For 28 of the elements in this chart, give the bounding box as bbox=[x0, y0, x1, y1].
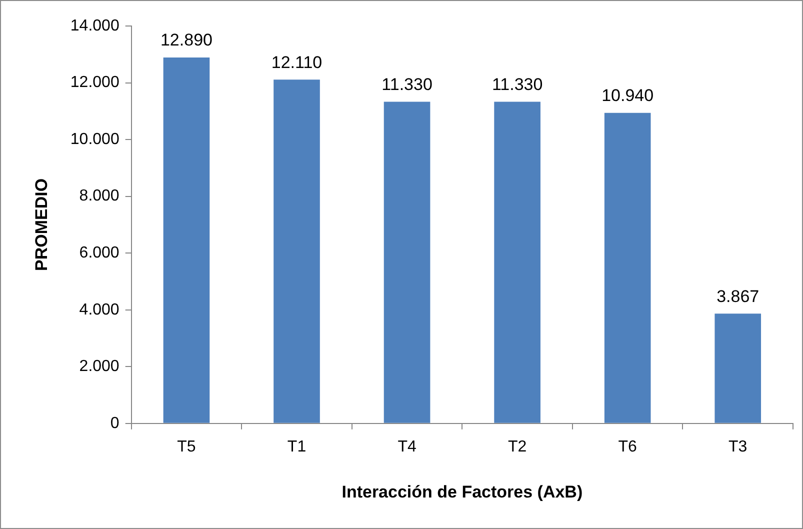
bar bbox=[494, 102, 540, 423]
data-label: 12.110 bbox=[271, 52, 322, 72]
bar bbox=[163, 58, 210, 423]
bar bbox=[714, 314, 762, 423]
x-tick-label: T2 bbox=[508, 438, 527, 456]
x-tick-label: T1 bbox=[287, 438, 306, 456]
x-tick-label: T4 bbox=[398, 438, 416, 456]
bar bbox=[604, 112, 651, 423]
y-tick-label: 8.000 bbox=[79, 188, 120, 205]
y-axis-title: PROMEDIO bbox=[32, 178, 51, 271]
x-tick-label: T3 bbox=[728, 438, 748, 456]
data-label: 11.330 bbox=[382, 74, 432, 94]
y-tick-label: 4.000 bbox=[79, 301, 120, 318]
data-label: 10.940 bbox=[602, 86, 654, 106]
data-label: 3.867 bbox=[716, 286, 760, 306]
bar bbox=[274, 80, 320, 423]
x-tick-label: T5 bbox=[177, 438, 196, 456]
x-axis-title: Interacción de Factores (AxB) bbox=[342, 482, 583, 502]
data-label: 12.890 bbox=[160, 30, 212, 50]
y-tick-label: 0 bbox=[110, 414, 120, 432]
bar bbox=[384, 102, 430, 423]
y-tick-label: 6.000 bbox=[79, 244, 120, 262]
y-tick-label: 10.000 bbox=[70, 130, 120, 148]
y-tick-label: 2.000 bbox=[79, 358, 120, 376]
x-tick-label: T6 bbox=[618, 438, 638, 456]
y-tick-label: 14.000 bbox=[70, 17, 120, 34]
y-tick-label: 12.000 bbox=[70, 74, 120, 92]
data-label: 11.330 bbox=[492, 74, 543, 94]
